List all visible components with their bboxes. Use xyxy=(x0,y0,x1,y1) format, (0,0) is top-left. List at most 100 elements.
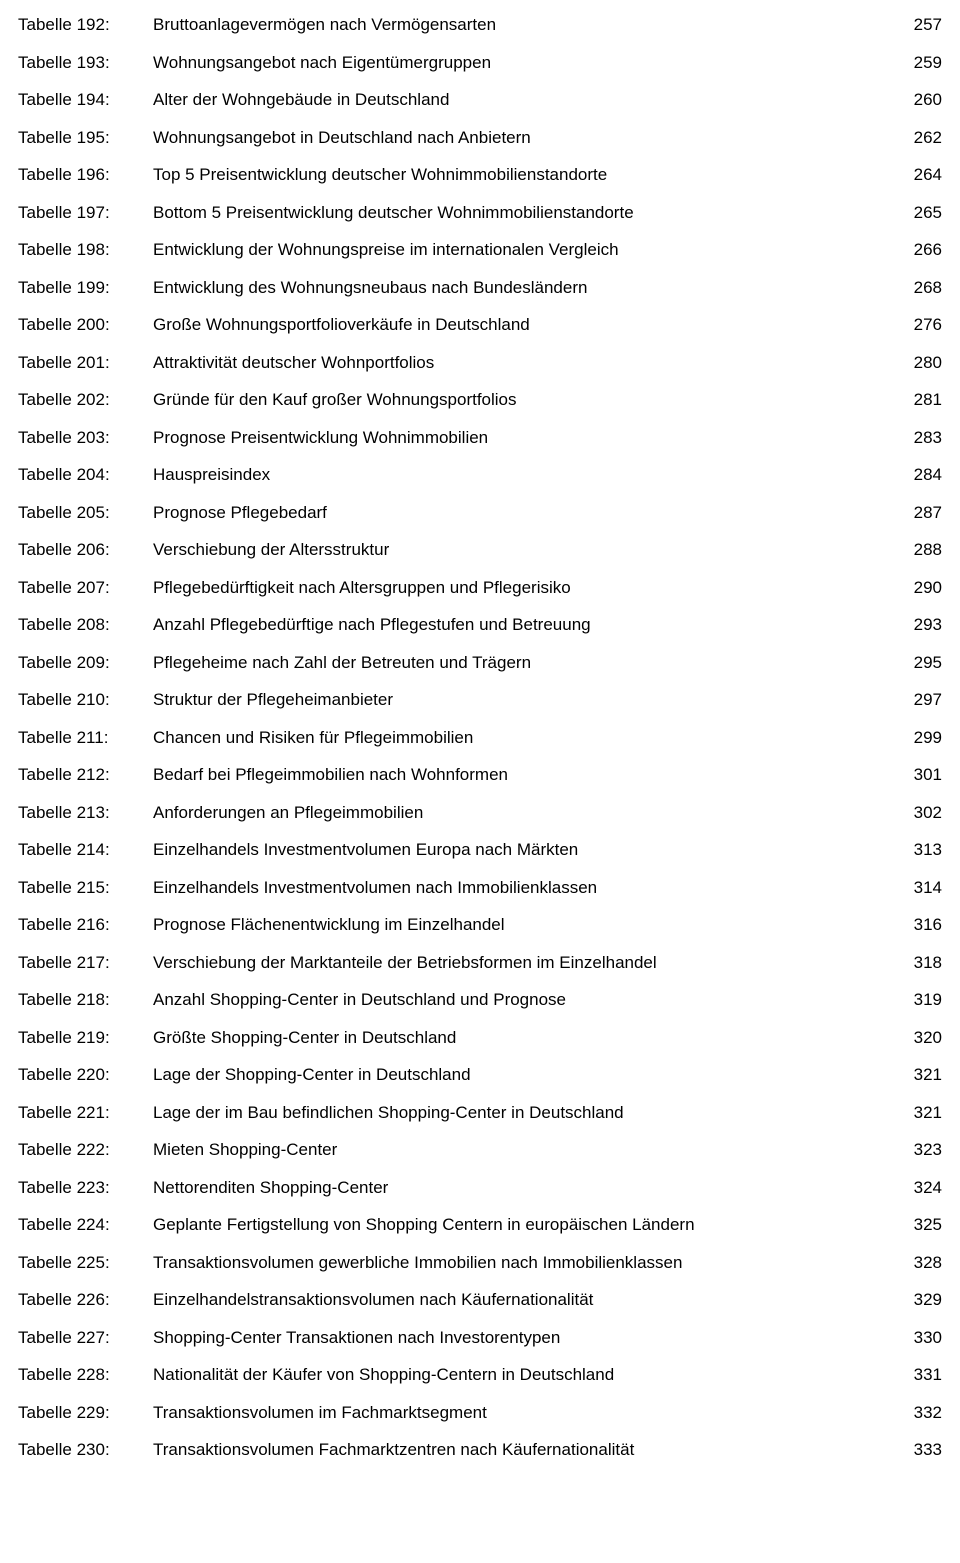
toc-entry-label: Tabelle 204: xyxy=(18,462,153,488)
toc-entry-label: Tabelle 197: xyxy=(18,200,153,226)
toc-entry-label: Tabelle 203: xyxy=(18,425,153,451)
toc-entry-page: 332 xyxy=(892,1400,942,1426)
toc-entry-page: 284 xyxy=(892,462,942,488)
toc-entry-label: Tabelle 213: xyxy=(18,800,153,826)
toc-row: Tabelle 200:Große Wohnungsportfolioverkä… xyxy=(18,312,942,338)
toc-row: Tabelle 221:Lage der im Bau befindlichen… xyxy=(18,1100,942,1126)
toc-entry-title: Einzelhandels Investmentvolumen Europa n… xyxy=(153,837,892,863)
toc-entry-page: 316 xyxy=(892,912,942,938)
toc-entry-page: 314 xyxy=(892,875,942,901)
toc-row: Tabelle 213:Anforderungen an Pflegeimmob… xyxy=(18,800,942,826)
toc-entry-label: Tabelle 196: xyxy=(18,162,153,188)
toc-row: Tabelle 216:Prognose Flächenentwicklung … xyxy=(18,912,942,938)
toc-row: Tabelle 227:Shopping-Center Transaktione… xyxy=(18,1325,942,1351)
toc-entry-label: Tabelle 207: xyxy=(18,575,153,601)
toc-entry-label: Tabelle 229: xyxy=(18,1400,153,1426)
toc-entry-title: Wohnungsangebot in Deutschland nach Anbi… xyxy=(153,125,892,151)
toc-entry-title: Mieten Shopping-Center xyxy=(153,1137,892,1163)
toc-entry-label: Tabelle 192: xyxy=(18,12,153,38)
toc-entry-title: Entwicklung der Wohnungspreise im intern… xyxy=(153,237,892,263)
toc-row: Tabelle 211:Chancen und Risiken für Pfle… xyxy=(18,725,942,751)
toc-entry-label: Tabelle 199: xyxy=(18,275,153,301)
toc-entry-page: 283 xyxy=(892,425,942,451)
toc-entry-title: Verschiebung der Marktanteile der Betrie… xyxy=(153,950,892,976)
toc-entry-page: 325 xyxy=(892,1212,942,1238)
toc-row: Tabelle 198:Entwicklung der Wohnungsprei… xyxy=(18,237,942,263)
toc-entry-page: 323 xyxy=(892,1137,942,1163)
toc-entry-label: Tabelle 220: xyxy=(18,1062,153,1088)
toc-list: Tabelle 192:Bruttoanlagevermögen nach Ve… xyxy=(18,12,942,1463)
toc-entry-page: 265 xyxy=(892,200,942,226)
toc-entry-page: 288 xyxy=(892,537,942,563)
toc-entry-title: Verschiebung der Altersstruktur xyxy=(153,537,892,563)
toc-row: Tabelle 208:Anzahl Pflegebedürftige nach… xyxy=(18,612,942,638)
toc-entry-page: 318 xyxy=(892,950,942,976)
toc-entry-title: Hauspreisindex xyxy=(153,462,892,488)
toc-entry-title: Anzahl Shopping-Center in Deutschland un… xyxy=(153,987,892,1013)
toc-entry-title: Transaktionsvolumen Fachmarktzentren nac… xyxy=(153,1437,892,1463)
toc-row: Tabelle 215:Einzelhandels Investmentvolu… xyxy=(18,875,942,901)
toc-entry-title: Geplante Fertigstellung von Shopping Cen… xyxy=(153,1212,892,1238)
toc-entry-page: 333 xyxy=(892,1437,942,1463)
toc-entry-page: 293 xyxy=(892,612,942,638)
toc-entry-page: 324 xyxy=(892,1175,942,1201)
toc-entry-label: Tabelle 215: xyxy=(18,875,153,901)
toc-entry-page: 268 xyxy=(892,275,942,301)
toc-entry-label: Tabelle 214: xyxy=(18,837,153,863)
toc-row: Tabelle 203:Prognose Preisentwicklung Wo… xyxy=(18,425,942,451)
toc-entry-title: Anforderungen an Pflegeimmobilien xyxy=(153,800,892,826)
toc-entry-label: Tabelle 224: xyxy=(18,1212,153,1238)
toc-row: Tabelle 212:Bedarf bei Pflegeimmobilien … xyxy=(18,762,942,788)
toc-entry-label: Tabelle 216: xyxy=(18,912,153,938)
toc-row: Tabelle 202:Gründe für den Kauf großer W… xyxy=(18,387,942,413)
toc-entry-page: 257 xyxy=(892,12,942,38)
toc-entry-page: 331 xyxy=(892,1362,942,1388)
toc-row: Tabelle 192:Bruttoanlagevermögen nach Ve… xyxy=(18,12,942,38)
toc-entry-page: 329 xyxy=(892,1287,942,1313)
toc-entry-label: Tabelle 206: xyxy=(18,537,153,563)
toc-entry-page: 321 xyxy=(892,1100,942,1126)
toc-entry-page: 266 xyxy=(892,237,942,263)
toc-entry-page: 264 xyxy=(892,162,942,188)
toc-entry-label: Tabelle 217: xyxy=(18,950,153,976)
toc-entry-label: Tabelle 194: xyxy=(18,87,153,113)
toc-entry-page: 321 xyxy=(892,1062,942,1088)
toc-entry-title: Gründe für den Kauf großer Wohnungsportf… xyxy=(153,387,892,413)
toc-entry-page: 281 xyxy=(892,387,942,413)
toc-row: Tabelle 193:Wohnungsangebot nach Eigentü… xyxy=(18,50,942,76)
toc-entry-label: Tabelle 219: xyxy=(18,1025,153,1051)
toc-entry-title: Prognose Preisentwicklung Wohnimmobilien xyxy=(153,425,892,451)
toc-entry-label: Tabelle 208: xyxy=(18,612,153,638)
toc-entry-title: Wohnungsangebot nach Eigentümergruppen xyxy=(153,50,892,76)
toc-row: Tabelle 226:Einzelhandelstransaktionsvol… xyxy=(18,1287,942,1313)
toc-entry-title: Prognose Flächenentwicklung im Einzelhan… xyxy=(153,912,892,938)
toc-entry-title: Einzelhandels Investmentvolumen nach Imm… xyxy=(153,875,892,901)
toc-entry-page: 301 xyxy=(892,762,942,788)
toc-entry-page: 330 xyxy=(892,1325,942,1351)
toc-entry-page: 299 xyxy=(892,725,942,751)
toc-entry-label: Tabelle 227: xyxy=(18,1325,153,1351)
toc-entry-title: Attraktivität deutscher Wohnportfolios xyxy=(153,350,892,376)
toc-entry-page: 295 xyxy=(892,650,942,676)
toc-entry-title: Prognose Pflegebedarf xyxy=(153,500,892,526)
toc-entry-page: 276 xyxy=(892,312,942,338)
toc-entry-page: 319 xyxy=(892,987,942,1013)
toc-entry-title: Lage der im Bau befindlichen Shopping-Ce… xyxy=(153,1100,892,1126)
toc-entry-label: Tabelle 223: xyxy=(18,1175,153,1201)
toc-entry-title: Bruttoanlagevermögen nach Vermögensarten xyxy=(153,12,892,38)
toc-entry-label: Tabelle 210: xyxy=(18,687,153,713)
toc-entry-page: 313 xyxy=(892,837,942,863)
toc-entry-title: Bottom 5 Preisentwicklung deutscher Wohn… xyxy=(153,200,892,226)
toc-row: Tabelle 229:Transaktionsvolumen im Fachm… xyxy=(18,1400,942,1426)
toc-row: Tabelle 195:Wohnungsangebot in Deutschla… xyxy=(18,125,942,151)
toc-row: Tabelle 205:Prognose Pflegebedarf287 xyxy=(18,500,942,526)
toc-entry-title: Struktur der Pflegeheimanbieter xyxy=(153,687,892,713)
toc-entry-label: Tabelle 230: xyxy=(18,1437,153,1463)
toc-row: Tabelle 201:Attraktivität deutscher Wohn… xyxy=(18,350,942,376)
toc-row: Tabelle 214:Einzelhandels Investmentvolu… xyxy=(18,837,942,863)
toc-entry-label: Tabelle 228: xyxy=(18,1362,153,1388)
toc-entry-page: 320 xyxy=(892,1025,942,1051)
toc-entry-title: Entwicklung des Wohnungsneubaus nach Bun… xyxy=(153,275,892,301)
toc-row: Tabelle 206:Verschiebung der Altersstruk… xyxy=(18,537,942,563)
toc-entry-title: Chancen und Risiken für Pflegeimmobilien xyxy=(153,725,892,751)
